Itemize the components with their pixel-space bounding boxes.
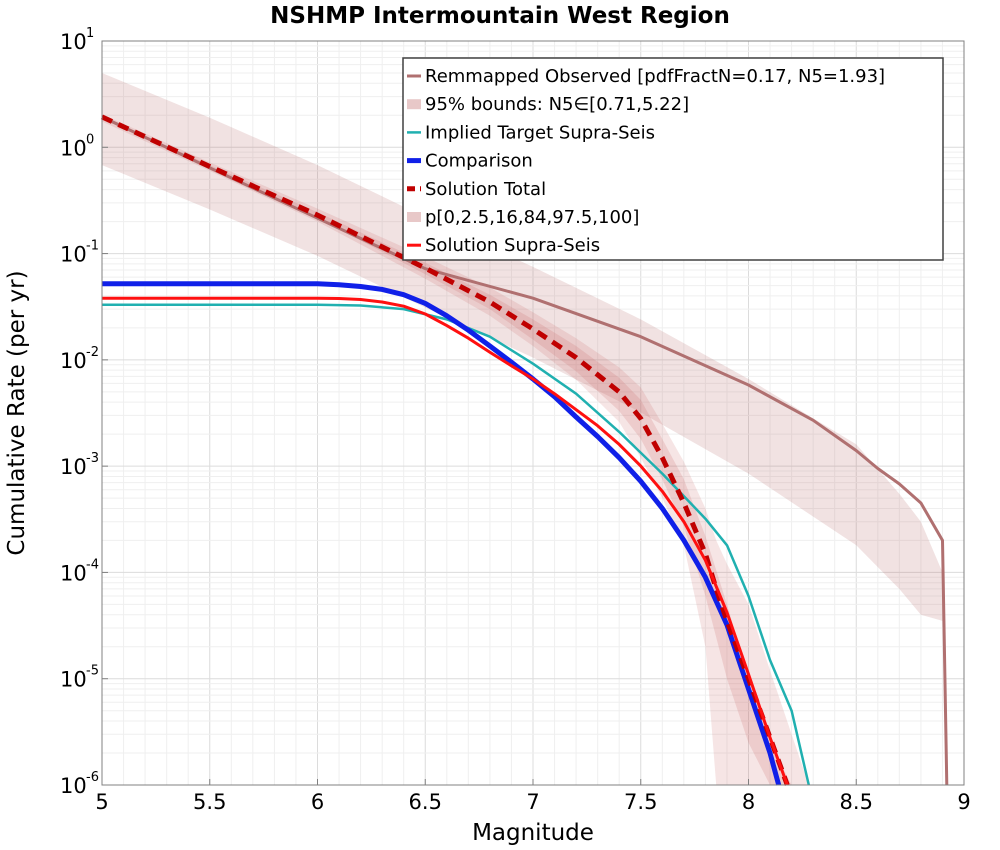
- series-line-7: [102, 296, 789, 786]
- series-line-5: [100, 114, 790, 786]
- x-tick-label: 5: [95, 790, 108, 814]
- band-1: [102, 73, 943, 621]
- y-tick-label: 10: [60, 774, 87, 798]
- y-tick-exponent: -6: [86, 770, 99, 785]
- x-axis-ticks: 5 5.5 6 6.5 7 7.5 8 8.5 9: [95, 779, 971, 814]
- y-tick-exponent: -1: [86, 239, 99, 254]
- series-line-3: [102, 303, 811, 786]
- x-tick-label: 7.5: [624, 790, 657, 814]
- y-axis-title: Cumulative Rate (per yr): [4, 270, 30, 555]
- y-tick-label: 10: [60, 455, 87, 479]
- legend-label-5: Solution Total: [425, 179, 546, 200]
- band-2: [102, 114, 809, 785]
- legend-label-2: 95% bounds: N5∈[0.71,5.22]: [425, 94, 689, 115]
- y-tick-exponent: -2: [86, 345, 99, 360]
- legend-label-4: Comparison: [425, 151, 533, 172]
- y-tick-exponent: -3: [86, 451, 99, 466]
- band-3: [102, 116, 792, 785]
- x-axis-title: Magnitude: [472, 820, 594, 846]
- y-tick-label: 10: [60, 243, 87, 267]
- y-tick-label: 10: [60, 349, 87, 373]
- y-tick-exponent: 0: [86, 132, 94, 147]
- x-tick-label: 6: [311, 790, 324, 814]
- legend-label-3: Implied Target Supra-Seis: [425, 122, 655, 143]
- x-tick-label: 8.5: [840, 790, 873, 814]
- legend-label-6: p[0,2.5,16,84,97.5,100]: [425, 207, 639, 228]
- y-tick-label: 10: [60, 561, 87, 585]
- x-tick-label: 9: [957, 790, 970, 814]
- x-tick-label: 7: [526, 790, 539, 814]
- x-tick-label: 8: [742, 790, 755, 814]
- x-tick-label: 5.5: [193, 790, 226, 814]
- chart-title: NSHMP Intermountain West Region: [270, 3, 730, 29]
- legend-label-1: Remmapped Observed [pdfFractN=0.17, N5=1…: [425, 66, 885, 87]
- y-tick-label: 10: [60, 136, 87, 160]
- confidence-bands: [102, 73, 943, 785]
- x-tick-label: 6.5: [409, 790, 442, 814]
- y-tick-label: 10: [60, 30, 87, 54]
- legend-box: [402, 57, 944, 261]
- legend-label-7: Solution Supra-Seis: [425, 235, 600, 256]
- series-lines: [100, 114, 949, 786]
- y-tick-exponent: -4: [86, 557, 99, 572]
- y-tick-exponent: 1: [86, 26, 94, 41]
- y-tick-exponent: -5: [86, 664, 99, 679]
- legend: Remmapped Observed [pdfFractN=0.17, N5=1…: [402, 57, 944, 261]
- y-tick-label: 10: [60, 668, 87, 692]
